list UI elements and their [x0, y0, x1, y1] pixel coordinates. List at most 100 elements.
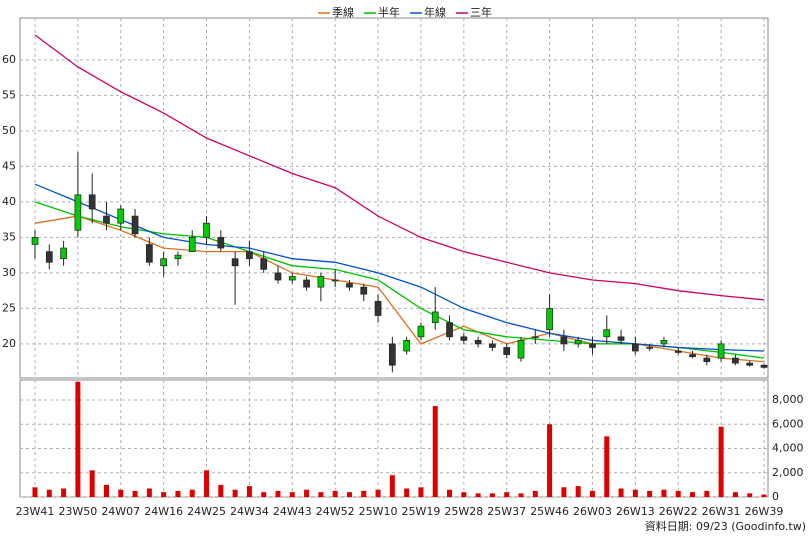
candle-body	[603, 329, 611, 338]
volume-bar	[604, 436, 610, 497]
candle-body	[131, 215, 139, 235]
volume-bar	[189, 489, 195, 497]
candle-body	[389, 343, 396, 366]
volume-bar	[32, 487, 38, 497]
y-tick-label: 45	[2, 159, 16, 172]
candle-body	[674, 350, 682, 353]
volume-bar	[218, 484, 224, 497]
candle-body	[346, 283, 353, 288]
y-tick-label: 25	[2, 301, 16, 314]
volume-bar	[232, 489, 238, 497]
candle-body	[188, 237, 196, 252]
candle-body	[174, 254, 182, 260]
candle-body	[703, 357, 711, 363]
volume-bar	[575, 486, 581, 497]
candle-body	[489, 343, 496, 348]
candle-body	[717, 343, 725, 359]
legend-label: 半年	[378, 5, 400, 19]
candle-body	[732, 357, 739, 364]
volume-bar	[175, 490, 181, 497]
x-tick-label: 25W19	[402, 505, 441, 518]
volume-bar	[690, 492, 696, 497]
volume-bar	[61, 488, 67, 497]
volume-bar	[75, 381, 81, 497]
candle-body	[45, 251, 53, 263]
candle-body	[589, 343, 596, 348]
volume-bar	[103, 484, 109, 497]
moving-average-line	[34, 183, 765, 352]
candle-body	[88, 194, 96, 210]
candle-body	[431, 311, 439, 323]
x-tick-label: 24W07	[101, 505, 140, 518]
volume-bar	[361, 490, 367, 497]
volume-bar	[704, 490, 710, 497]
candle-body	[274, 272, 282, 281]
y-tick-label: 60	[2, 53, 16, 66]
volume-bar	[718, 426, 724, 497]
volume-bar	[275, 490, 281, 497]
x-tick-label: 24W34	[230, 505, 269, 518]
legend-label: 三年	[470, 5, 492, 19]
x-tick-label: 23W41	[16, 505, 55, 518]
y-tick-label: 35	[2, 230, 16, 243]
x-tick-label: 23W50	[58, 505, 97, 518]
volume-bar	[89, 470, 95, 497]
x-tick-label: 26W03	[573, 505, 612, 518]
legend-label: 季線	[332, 5, 354, 19]
candle-body	[660, 340, 668, 345]
volume-bar	[146, 488, 152, 497]
candle-body	[31, 237, 39, 245]
candle-body	[460, 336, 468, 341]
candle-body	[260, 258, 268, 270]
x-tick-label: 26W31	[702, 505, 741, 518]
y2-tick-label: 4,000	[772, 442, 804, 455]
y2-tick-label: 2,000	[772, 466, 804, 479]
candle-body	[246, 251, 253, 260]
x-tick-label: 25W10	[359, 505, 398, 518]
x-tick-label: 24W25	[187, 505, 226, 518]
x-tick-label: 25W37	[487, 505, 526, 518]
candle-body	[231, 258, 239, 267]
y-tick-label: 50	[2, 124, 16, 137]
x-tick-label: 24W16	[144, 505, 183, 518]
x-tick-label: 25W28	[444, 505, 483, 518]
volume-bar	[132, 490, 138, 497]
volume-bar	[504, 492, 510, 497]
y2-tick-label: 8,000	[772, 393, 804, 406]
volume-bar	[632, 489, 638, 497]
volume-bar	[661, 489, 667, 497]
candle-body	[303, 279, 310, 288]
volume-bar	[118, 489, 124, 497]
x-tick-label: 26W22	[659, 505, 698, 518]
candle-body	[160, 258, 167, 267]
moving-average-line	[34, 215, 765, 363]
volume-bar	[618, 488, 624, 497]
candle-body	[446, 322, 453, 338]
candle-body	[632, 343, 639, 352]
candle-body	[288, 276, 296, 281]
candle-body	[403, 340, 410, 352]
volume-bar	[161, 492, 167, 497]
x-tick-label: 26W13	[616, 505, 655, 518]
volume-bar	[732, 492, 738, 497]
y-tick-label: 55	[2, 88, 16, 101]
volume-bar	[332, 490, 338, 497]
candle-body	[331, 279, 339, 282]
candle-body	[117, 208, 125, 224]
volume-bar	[561, 487, 567, 497]
volume-bar	[289, 492, 295, 497]
candle-body	[360, 286, 368, 295]
y2-tick-label: 0	[772, 490, 779, 503]
candle-body	[60, 247, 67, 260]
candle-body	[760, 364, 768, 368]
x-tick-label: 24W43	[273, 505, 312, 518]
volume-bar	[346, 492, 352, 497]
y2-tick-label: 6,000	[772, 417, 804, 430]
volume-bar	[389, 475, 395, 497]
moving-average-line	[34, 34, 765, 301]
candle-body	[146, 244, 153, 263]
x-tick-label: 25W46	[530, 505, 569, 518]
volume-bar	[304, 489, 310, 497]
x-tick-label: 24W52	[316, 505, 355, 518]
y-tick-label: 40	[2, 195, 16, 208]
